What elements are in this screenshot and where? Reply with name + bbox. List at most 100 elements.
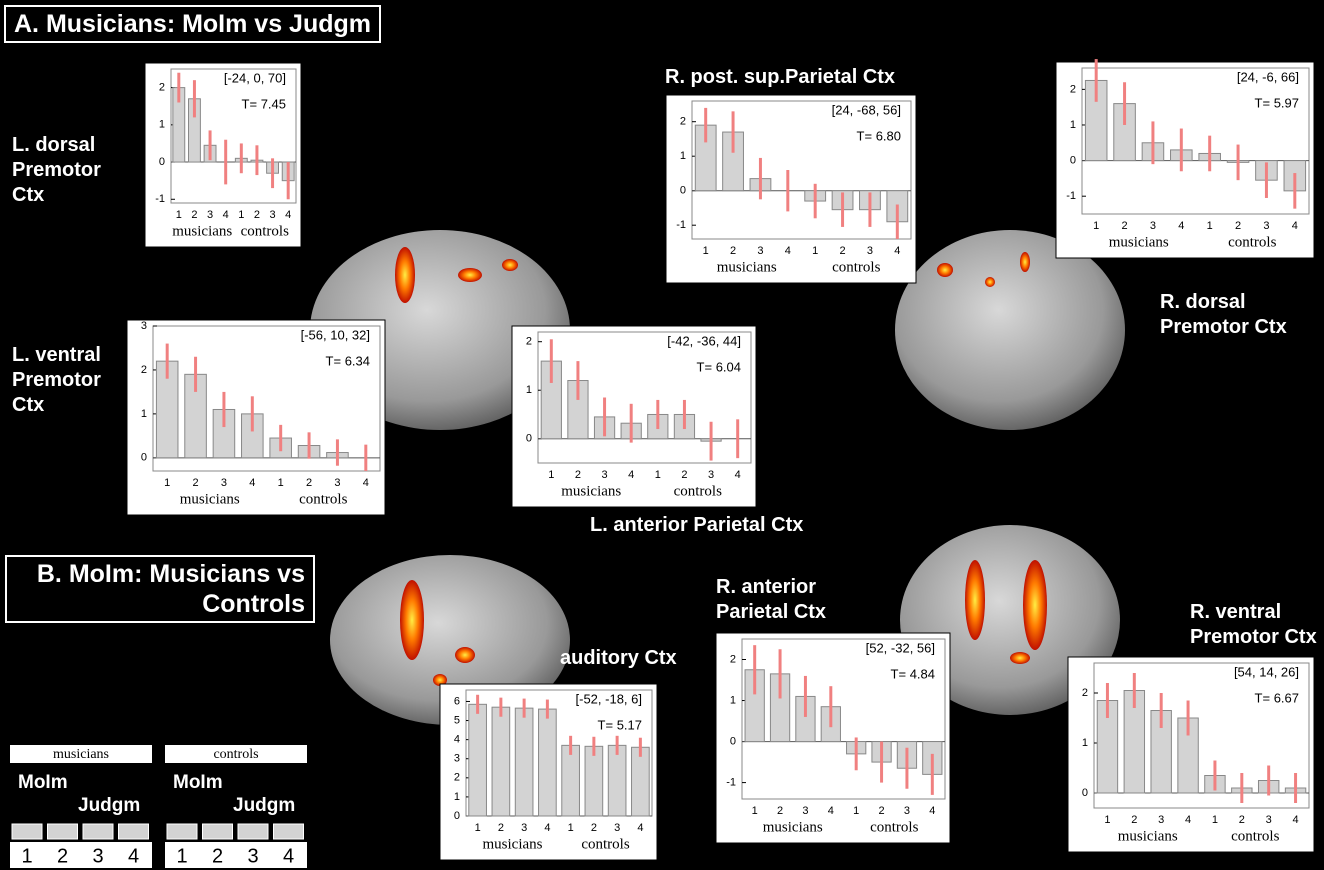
bar	[584, 745, 604, 817]
bar	[514, 707, 534, 817]
region-title: R. post. sup.Parietal Ctx	[665, 66, 896, 88]
stat-label: T= 6.04	[697, 359, 741, 374]
plot-frame	[691, 100, 912, 240]
x-tick-label: 3	[904, 805, 910, 817]
y-tick-label: 1	[1070, 119, 1076, 131]
x-tick-label: 4	[363, 477, 369, 489]
y-tick-label: -1	[1066, 190, 1076, 202]
plot-frame	[170, 68, 297, 204]
bar-chart: 0 1 2 3 1 2 3 4 1 2 3 4 musicians controls [-56, 10, 3…	[126, 319, 386, 516]
group-label: musicians	[483, 836, 543, 852]
x-tick-label: 3	[802, 805, 808, 817]
x-tick-label: 1	[278, 477, 284, 489]
y-tick-label: -1	[155, 193, 165, 205]
plot-frame	[1093, 662, 1310, 809]
group-label: controls	[241, 223, 289, 239]
x-tick-label: 3	[221, 477, 227, 489]
y-tick-label: -1	[726, 776, 736, 788]
legend-number: 3	[247, 845, 258, 867]
y-tick-label: 0	[526, 433, 532, 445]
legend-header-box	[165, 745, 307, 763]
group-label: controls	[1231, 828, 1279, 844]
x-tick-label: 4	[785, 245, 791, 257]
bar-chart: -1 0 1 2 1 2 3 4 1 2 3 4 musicians controls [52, -32, …	[715, 632, 951, 844]
x-tick-label: 3	[1158, 814, 1164, 826]
x-tick-label: 1	[548, 469, 554, 481]
x-tick-label: 2	[1239, 814, 1245, 826]
group-label: controls	[832, 259, 880, 275]
region-title: R. ventral Premotor Ctx	[1190, 601, 1317, 648]
y-tick-label: 1	[454, 791, 460, 803]
group-label: controls	[1228, 234, 1276, 250]
x-tick-label: 2	[879, 805, 885, 817]
region-title: L. anterior Parietal Ctx	[590, 514, 804, 536]
y-tick-label: 0	[1070, 154, 1076, 166]
region-title: auditory Ctx	[560, 647, 677, 669]
y-tick-label: 6	[454, 695, 460, 707]
legend-bar	[82, 823, 114, 840]
stat-label: T= 5.97	[1255, 95, 1299, 110]
x-tick-label: 4	[1185, 814, 1191, 826]
x-tick-label: 1	[853, 805, 859, 817]
x-tick-label: 3	[867, 245, 873, 257]
x-tick-label: 1	[176, 209, 182, 221]
y-tick-label: 2	[526, 336, 532, 348]
group-label: musicians	[1118, 828, 1178, 844]
y-tick-label: 0	[454, 810, 460, 822]
x-tick-label: 2	[1122, 220, 1128, 232]
y-tick-label: 2	[1070, 83, 1076, 95]
legend-number: 4	[283, 845, 294, 867]
x-tick-label: 4	[1292, 220, 1298, 232]
legend-condition: MoIm	[18, 772, 68, 793]
coordinates: [-42, -36, 44]	[667, 333, 741, 348]
group-label: musicians	[180, 491, 240, 507]
x-tick-label: 1	[1212, 814, 1218, 826]
x-tick-label: 3	[1263, 220, 1269, 232]
x-tick-label: 3	[270, 209, 276, 221]
x-tick-label: 4	[249, 477, 255, 489]
y-tick-label: 2	[680, 116, 686, 128]
coordinates: [-56, 10, 32]	[301, 327, 370, 342]
x-tick-label: 3	[1266, 814, 1272, 826]
x-tick-label: 2	[681, 469, 687, 481]
x-tick-label: 1	[164, 477, 170, 489]
y-tick-label: 1	[526, 384, 532, 396]
y-tick-label: 2	[159, 82, 165, 94]
region-title: L. dorsal Premotor Ctx	[12, 134, 101, 206]
coordinates: [52, -32, 56]	[866, 640, 935, 655]
y-tick-label: 3	[141, 320, 147, 332]
y-tick-label: 1	[141, 408, 147, 420]
x-tick-label: 1	[1207, 220, 1213, 232]
x-tick-label: 4	[1293, 814, 1299, 826]
y-tick-label: 2	[454, 772, 460, 784]
stat-label: T= 5.17	[598, 717, 642, 732]
legend-number-strip	[10, 842, 152, 868]
x-tick-label: 1	[752, 805, 758, 817]
x-tick-label: 4	[628, 469, 634, 481]
x-tick-label: 2	[498, 822, 504, 834]
x-tick-label: 4	[929, 805, 935, 817]
x-tick-label: 3	[614, 822, 620, 834]
y-tick-label: 2	[141, 364, 147, 376]
x-tick-label: 1	[475, 822, 481, 834]
x-tick-label: 2	[591, 822, 597, 834]
group-label: controls	[299, 491, 347, 507]
coordinates: [-52, -18, 6]	[576, 691, 642, 706]
x-tick-label: 1	[703, 245, 709, 257]
x-tick-label: 2	[1131, 814, 1137, 826]
bar	[538, 708, 557, 817]
y-tick-label: 2	[730, 653, 736, 665]
legend-bar	[237, 823, 269, 840]
x-tick-label: 1	[1093, 220, 1099, 232]
legend-number: 2	[212, 845, 223, 867]
y-tick-label: 4	[454, 734, 460, 746]
stat-label: T= 6.67	[1255, 690, 1299, 705]
x-tick-label: 4	[285, 209, 291, 221]
stat-label: T= 6.80	[857, 128, 901, 143]
legend-number: 2	[57, 845, 68, 867]
region-title: R. dorsal Premotor Ctx	[1160, 291, 1287, 338]
x-tick-label: 2	[306, 477, 312, 489]
y-tick-label: 1	[730, 694, 736, 706]
